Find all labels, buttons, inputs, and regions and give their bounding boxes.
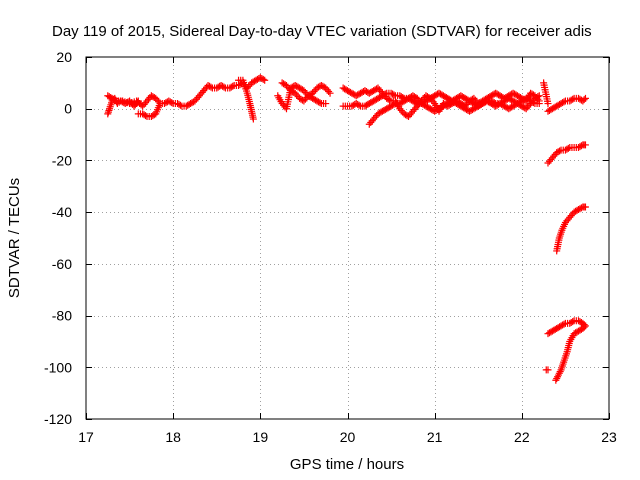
x-tick-label: 20	[340, 429, 356, 445]
data-point	[229, 82, 237, 90]
data-point	[535, 92, 543, 100]
data-point	[390, 100, 398, 108]
ticks: 17 18 19 20 21 22 23 20 0 -20 -40 -60 -80 -100 -120	[44, 49, 617, 445]
data-point	[552, 376, 560, 384]
data-point	[581, 141, 589, 149]
chart-title: Day 119 of 2015, Sidereal Day-to-day VTE…	[52, 23, 592, 40]
y-tick-label: -60	[52, 256, 72, 272]
data-point	[569, 318, 577, 326]
data-point	[544, 366, 552, 374]
data-series	[278, 79, 334, 105]
data-series	[134, 74, 269, 120]
y-tick-label: 0	[64, 101, 72, 117]
x-tick-label: 21	[427, 429, 443, 445]
data-point	[581, 94, 589, 102]
x-tick-label: 19	[253, 429, 269, 445]
data-series	[542, 366, 552, 374]
y-tick-label: -120	[44, 411, 72, 427]
y-tick-label: -20	[52, 152, 72, 168]
data-point	[553, 374, 561, 382]
y-tick-label: -40	[52, 204, 72, 220]
x-tick-label: 23	[601, 429, 617, 445]
y-tick-label: -80	[52, 308, 72, 324]
data-series	[544, 317, 589, 384]
data-series	[540, 79, 552, 108]
data-point	[316, 99, 324, 107]
data-point	[261, 76, 269, 84]
y-tick-label: -100	[44, 359, 72, 375]
data-point	[580, 96, 588, 104]
data-point	[322, 100, 330, 108]
data-point	[142, 112, 150, 120]
data-point	[544, 100, 552, 108]
data-point	[325, 87, 333, 95]
data-point	[326, 89, 334, 97]
data-point	[176, 101, 184, 109]
data-series	[544, 141, 589, 167]
data-series	[365, 92, 543, 128]
data-point	[249, 115, 257, 123]
data-series	[104, 92, 164, 110]
x-tick-label: 17	[78, 429, 94, 445]
y-tick-label: 20	[56, 49, 72, 65]
data-marks	[104, 74, 589, 384]
data-point	[259, 75, 267, 83]
data-point	[560, 320, 568, 328]
y-axis-label: SDTVAR / TECUs	[6, 178, 23, 298]
data-point	[168, 99, 176, 107]
data-point	[220, 83, 228, 91]
grid	[86, 57, 609, 419]
data-point	[111, 96, 119, 104]
data-series	[553, 203, 589, 255]
data-point	[386, 96, 394, 104]
data-point	[564, 144, 572, 152]
data-point	[390, 91, 398, 99]
data-point	[534, 93, 542, 101]
x-axis-label: GPS time / hours	[290, 456, 404, 473]
data-point	[535, 100, 543, 108]
x-tick-label: 22	[514, 429, 530, 445]
data-series	[235, 76, 257, 123]
data-point	[581, 203, 589, 211]
data-point	[355, 101, 363, 109]
plot-frame	[85, 56, 610, 420]
data-point	[207, 83, 215, 91]
data-point	[569, 95, 577, 103]
x-tick-label: 18	[165, 429, 181, 445]
data-series	[544, 94, 589, 115]
data-point	[560, 98, 568, 106]
data-point	[381, 90, 389, 98]
data-point	[556, 147, 564, 155]
